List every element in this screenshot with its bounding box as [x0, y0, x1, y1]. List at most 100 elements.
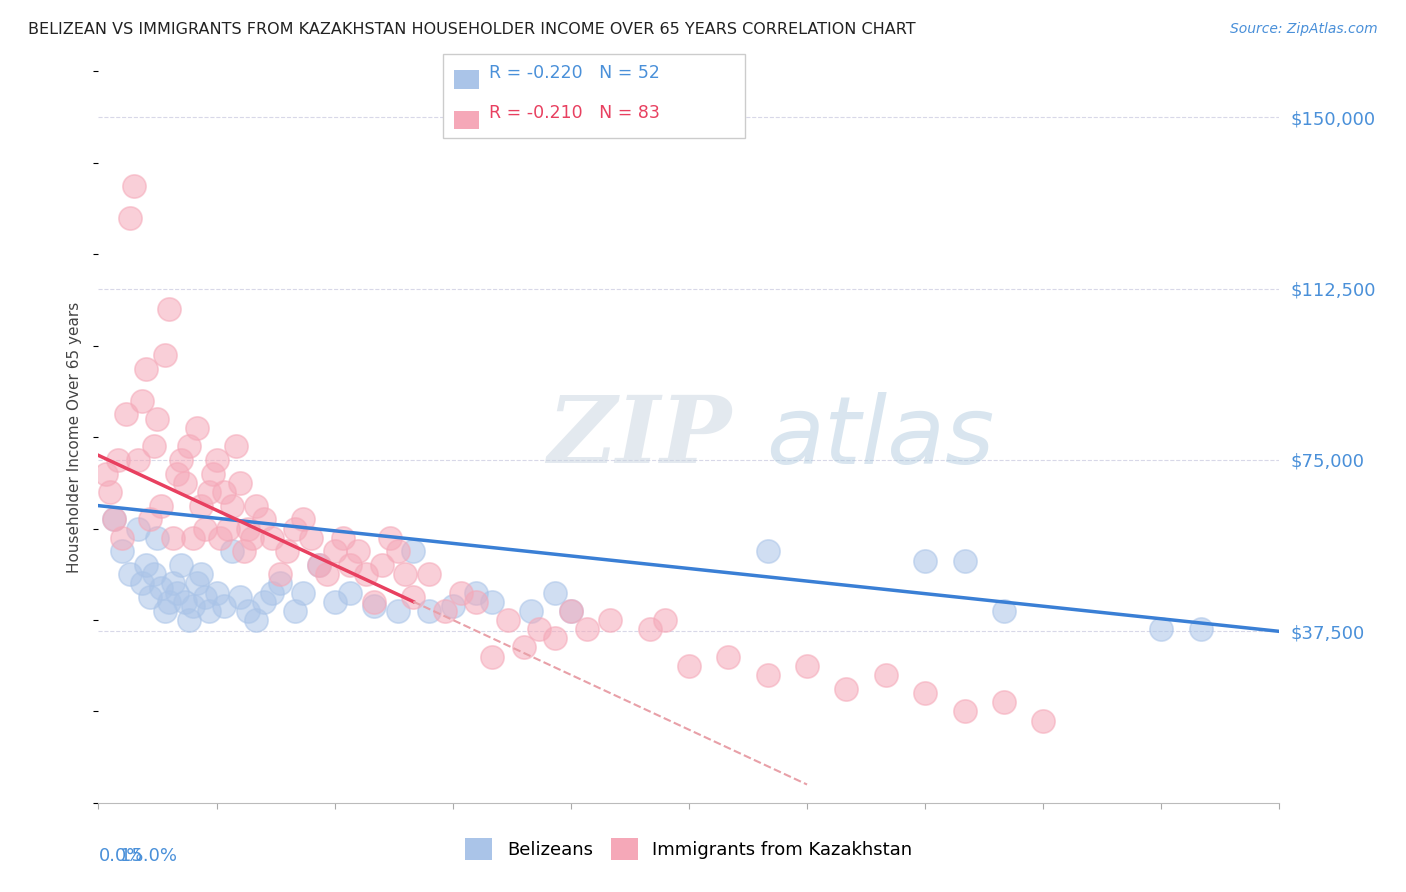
Point: [177, 439, 200, 453]
Point: [181, 531, 204, 545]
Point: [796, 658, 818, 673]
Point: [339, 558, 361, 573]
Point: [131, 393, 153, 408]
Point: [717, 649, 740, 664]
Point: [292, 512, 315, 526]
Point: [245, 499, 267, 513]
Text: BELIZEAN VS IMMIGRANTS FROM KAZAKHSTAN HOUSEHOLDER INCOME OVER 65 YEARS CORRELAT: BELIZEAN VS IMMIGRANTS FROM KAZAKHSTAN H…: [28, 22, 915, 37]
Point: [155, 604, 177, 618]
Point: [418, 604, 440, 618]
Point: [103, 512, 125, 526]
Point: [638, 622, 661, 636]
Point: [323, 594, 346, 608]
Point: [135, 558, 157, 573]
Point: [174, 475, 197, 490]
Point: [914, 553, 936, 567]
Point: [186, 576, 208, 591]
Text: R = -0.210   N = 83: R = -0.210 N = 83: [489, 104, 661, 122]
Point: [233, 544, 256, 558]
Point: [363, 594, 385, 608]
Point: [194, 521, 217, 535]
Point: [225, 439, 247, 453]
Point: [654, 613, 676, 627]
Point: [221, 499, 243, 513]
Point: [292, 585, 315, 599]
Point: [544, 632, 567, 646]
Point: [170, 453, 193, 467]
Point: [166, 585, 188, 599]
Point: [107, 453, 129, 467]
Legend: Belizeans, Immigrants from Kazakhstan: Belizeans, Immigrants from Kazakhstan: [458, 830, 920, 867]
Point: [146, 411, 169, 425]
Point: [402, 544, 425, 558]
Point: [953, 553, 976, 567]
Point: [197, 484, 219, 499]
Point: [1189, 622, 1212, 636]
Point: [201, 467, 224, 481]
Point: [155, 348, 177, 362]
Point: [481, 594, 503, 608]
Point: [387, 604, 409, 618]
Point: [371, 558, 394, 573]
Point: [177, 613, 200, 627]
Y-axis label: Householder Income Over 65 years: Householder Income Over 65 years: [67, 301, 83, 573]
Point: [186, 421, 208, 435]
Point: [138, 512, 160, 526]
Point: [122, 178, 145, 193]
Point: [135, 361, 157, 376]
Point: [214, 599, 236, 614]
Text: atlas: atlas: [766, 392, 994, 483]
Point: [150, 581, 173, 595]
Point: [1150, 622, 1173, 636]
Point: [450, 585, 472, 599]
Point: [394, 567, 416, 582]
Point: [166, 467, 188, 481]
Point: [299, 531, 322, 545]
Text: Source: ZipAtlas.com: Source: ZipAtlas.com: [1230, 22, 1378, 37]
Point: [269, 576, 291, 591]
Text: 0.0%: 0.0%: [98, 847, 143, 864]
Text: R = -0.220   N = 52: R = -0.220 N = 52: [489, 64, 661, 82]
Point: [96, 467, 118, 481]
Point: [260, 531, 283, 545]
Point: [142, 439, 165, 453]
Point: [190, 499, 212, 513]
Point: [118, 211, 141, 225]
Point: [269, 567, 291, 582]
Point: [217, 521, 239, 535]
Point: [181, 599, 204, 614]
Point: [214, 484, 236, 499]
Point: [465, 585, 488, 599]
Point: [363, 599, 385, 614]
Point: [1032, 714, 1054, 728]
Point: [993, 604, 1015, 618]
Point: [678, 658, 700, 673]
Point: [575, 622, 598, 636]
Point: [111, 531, 134, 545]
Point: [835, 681, 858, 696]
Point: [875, 667, 897, 681]
Point: [118, 567, 141, 582]
Point: [209, 531, 232, 545]
Point: [111, 544, 134, 558]
Point: [205, 453, 228, 467]
Point: [276, 544, 298, 558]
Point: [308, 558, 330, 573]
Point: [170, 558, 193, 573]
Point: [229, 590, 252, 604]
Point: [520, 604, 543, 618]
Point: [253, 512, 276, 526]
Point: [284, 604, 307, 618]
Point: [529, 622, 551, 636]
Point: [221, 544, 243, 558]
Point: [441, 599, 464, 614]
Point: [378, 531, 401, 545]
Point: [150, 499, 173, 513]
Point: [162, 531, 184, 545]
Point: [993, 695, 1015, 709]
Point: [245, 613, 267, 627]
Point: [236, 604, 259, 618]
Text: 15.0%: 15.0%: [120, 847, 177, 864]
Point: [194, 590, 217, 604]
Point: [433, 604, 456, 618]
